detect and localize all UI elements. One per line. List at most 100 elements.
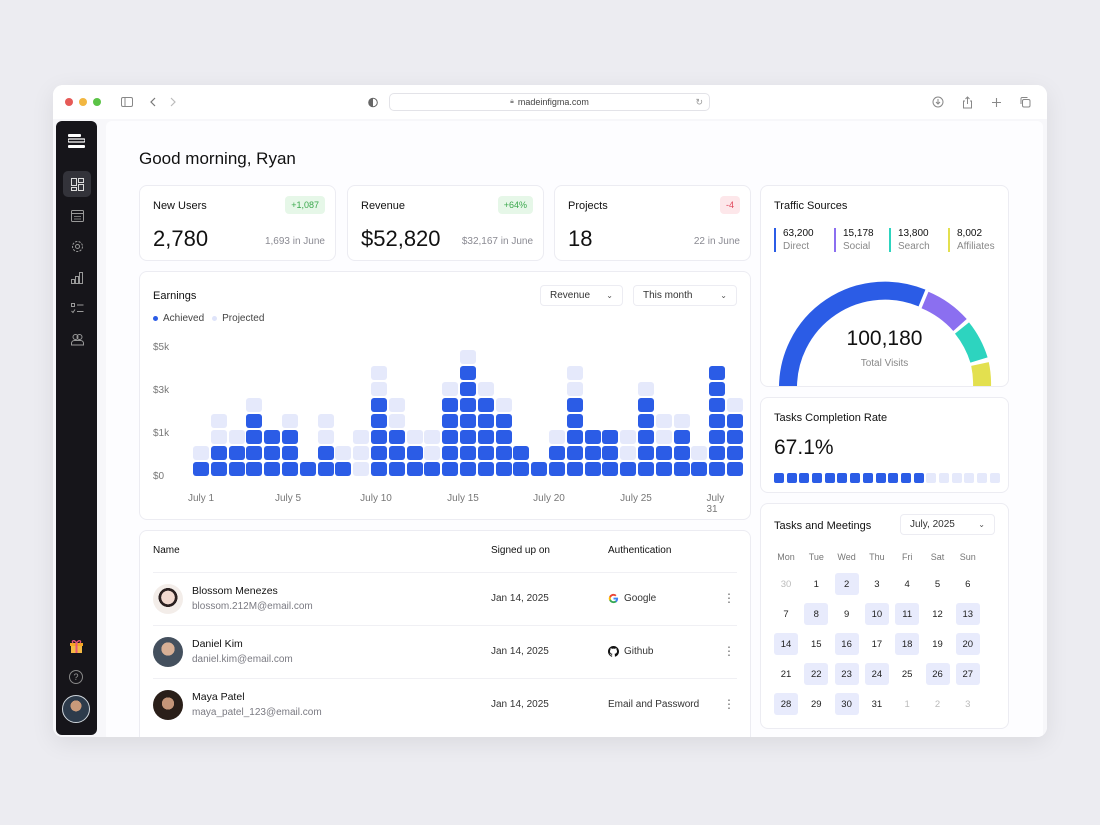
- chart-column[interactable]: [371, 366, 387, 476]
- chart-column[interactable]: [264, 430, 281, 476]
- chart-column[interactable]: [602, 430, 619, 476]
- chart-column[interactable]: [388, 398, 405, 476]
- back-icon[interactable]: [145, 94, 161, 110]
- calendar-day[interactable]: 1: [904, 698, 910, 710]
- chart-column[interactable]: [566, 366, 583, 476]
- maximize-window-button[interactable]: [93, 98, 101, 106]
- sidebar-item-settings[interactable]: [63, 233, 91, 259]
- table-row[interactable]: Daniel Kim daniel.kim@email.com Jan 14, …: [153, 625, 737, 678]
- calendar-day-with-events[interactable]: 24: [864, 663, 889, 685]
- chart-column[interactable]: [477, 382, 494, 476]
- sidebar-toggle-icon[interactable]: [119, 94, 135, 110]
- row-menu-button[interactable]: ⋮: [723, 644, 735, 658]
- download-icon[interactable]: [930, 94, 946, 110]
- chart-column[interactable]: [299, 462, 316, 476]
- table-row[interactable]: Blossom Menezes blossom.212M@email.com J…: [153, 572, 737, 625]
- chart-column[interactable]: [406, 430, 423, 476]
- calendar-day-with-events[interactable]: 18: [895, 633, 920, 655]
- gift-button[interactable]: [69, 639, 84, 654]
- sidebar-item-calendar[interactable]: [63, 202, 91, 228]
- chart-column[interactable]: [691, 446, 708, 476]
- chart-column[interactable]: [246, 398, 263, 476]
- new-tab-icon[interactable]: [988, 94, 1004, 110]
- calendar-day[interactable]: 30: [780, 578, 792, 590]
- privacy-shield-icon[interactable]: [365, 94, 381, 110]
- calendar-day-with-events[interactable]: 14: [774, 633, 798, 655]
- table-row[interactable]: Maya Patel maya_patel_123@email.com Jan …: [153, 678, 737, 731]
- calendar-day[interactable]: 5: [934, 578, 941, 590]
- calendar-day-with-events[interactable]: 27: [955, 663, 980, 685]
- calendar-day-with-events[interactable]: 26: [925, 663, 950, 685]
- calendar-day-with-events[interactable]: 20: [955, 633, 980, 655]
- calendar-day[interactable]: 9: [843, 608, 850, 620]
- calendar-day[interactable]: 2: [934, 698, 941, 710]
- chart-column[interactable]: [673, 414, 690, 476]
- period-dropdown[interactable]: This month ⌄: [633, 285, 737, 306]
- calendar-day-with-events[interactable]: 22: [804, 663, 829, 685]
- row-menu-button[interactable]: ⋮: [723, 697, 735, 711]
- chart-column[interactable]: [620, 430, 637, 476]
- chart-column[interactable]: [531, 462, 548, 476]
- metric-dropdown[interactable]: Revenue ⌄: [540, 285, 623, 306]
- calendar-day-with-events[interactable]: 8: [804, 603, 829, 625]
- chart-column[interactable]: [638, 382, 654, 476]
- calendar-day[interactable]: 21: [780, 668, 792, 680]
- calendar-day-with-events[interactable]: 16: [834, 633, 859, 655]
- chart-column[interactable]: [353, 430, 370, 476]
- calendar-day-with-events[interactable]: 28: [774, 693, 798, 715]
- app-logo[interactable]: [67, 134, 86, 150]
- chart-column[interactable]: [460, 350, 476, 476]
- forward-icon[interactable]: [165, 94, 181, 110]
- calendar-day[interactable]: 25: [901, 668, 913, 680]
- chart-column[interactable]: [317, 414, 334, 476]
- calendar-day[interactable]: 31: [871, 698, 883, 710]
- help-button[interactable]: ?: [69, 670, 83, 684]
- chart-column[interactable]: [442, 382, 459, 476]
- calendar-day[interactable]: 29: [811, 698, 822, 710]
- column-header-auth[interactable]: Authentication: [608, 545, 672, 556]
- month-dropdown[interactable]: July, 2025 ⌄: [900, 514, 995, 535]
- column-header-signed-up[interactable]: Signed up on: [491, 545, 550, 556]
- sidebar-item-users[interactable]: [63, 326, 91, 352]
- minimize-window-button[interactable]: [79, 98, 87, 106]
- calendar-day[interactable]: 12: [932, 608, 943, 620]
- row-menu-button[interactable]: ⋮: [723, 591, 735, 605]
- reload-icon[interactable]: ↻: [695, 96, 703, 107]
- calendar-day[interactable]: 15: [811, 638, 822, 650]
- chart-column[interactable]: [335, 446, 352, 476]
- calendar-day[interactable]: 3: [965, 698, 971, 710]
- calendar-day-with-events[interactable]: 30: [834, 693, 859, 715]
- chart-column[interactable]: [513, 446, 530, 476]
- calendar-day-with-events[interactable]: 10: [864, 603, 889, 625]
- tabs-overview-icon[interactable]: [1017, 94, 1033, 110]
- chart-column[interactable]: [424, 430, 441, 476]
- chart-column[interactable]: [655, 414, 672, 476]
- column-header-name[interactable]: Name: [153, 545, 180, 556]
- calendar-day[interactable]: 7: [783, 608, 789, 620]
- calendar-day[interactable]: 3: [874, 578, 880, 590]
- calendar-day[interactable]: 19: [932, 638, 943, 650]
- chart-column[interactable]: [193, 446, 209, 476]
- sidebar-item-tasks[interactable]: [63, 295, 91, 321]
- address-bar[interactable]: 🔒︎ madeinfigma.com ↻: [389, 93, 710, 111]
- calendar-day[interactable]: 6: [965, 578, 971, 590]
- chart-column[interactable]: [584, 430, 601, 476]
- sidebar-item-analytics[interactable]: [63, 264, 91, 290]
- sidebar-item-dashboard[interactable]: [63, 171, 91, 197]
- calendar-day-with-events[interactable]: 11: [895, 603, 920, 625]
- calendar-day-with-events[interactable]: 2: [834, 573, 859, 595]
- share-icon[interactable]: [959, 94, 975, 110]
- calendar-day-with-events[interactable]: 13: [955, 603, 980, 625]
- user-avatar[interactable]: [62, 695, 90, 723]
- calendar-day[interactable]: 1: [813, 578, 819, 590]
- close-window-button[interactable]: [65, 98, 73, 106]
- calendar-day[interactable]: 4: [904, 578, 910, 590]
- chart-column[interactable]: [727, 398, 743, 476]
- calendar-day[interactable]: 17: [871, 638, 883, 650]
- chart-column[interactable]: [282, 414, 298, 476]
- chart-column[interactable]: [709, 366, 726, 476]
- chart-column[interactable]: [495, 398, 512, 476]
- chart-column[interactable]: [549, 430, 565, 476]
- chart-column[interactable]: [210, 414, 227, 476]
- calendar-day-with-events[interactable]: 23: [834, 663, 859, 685]
